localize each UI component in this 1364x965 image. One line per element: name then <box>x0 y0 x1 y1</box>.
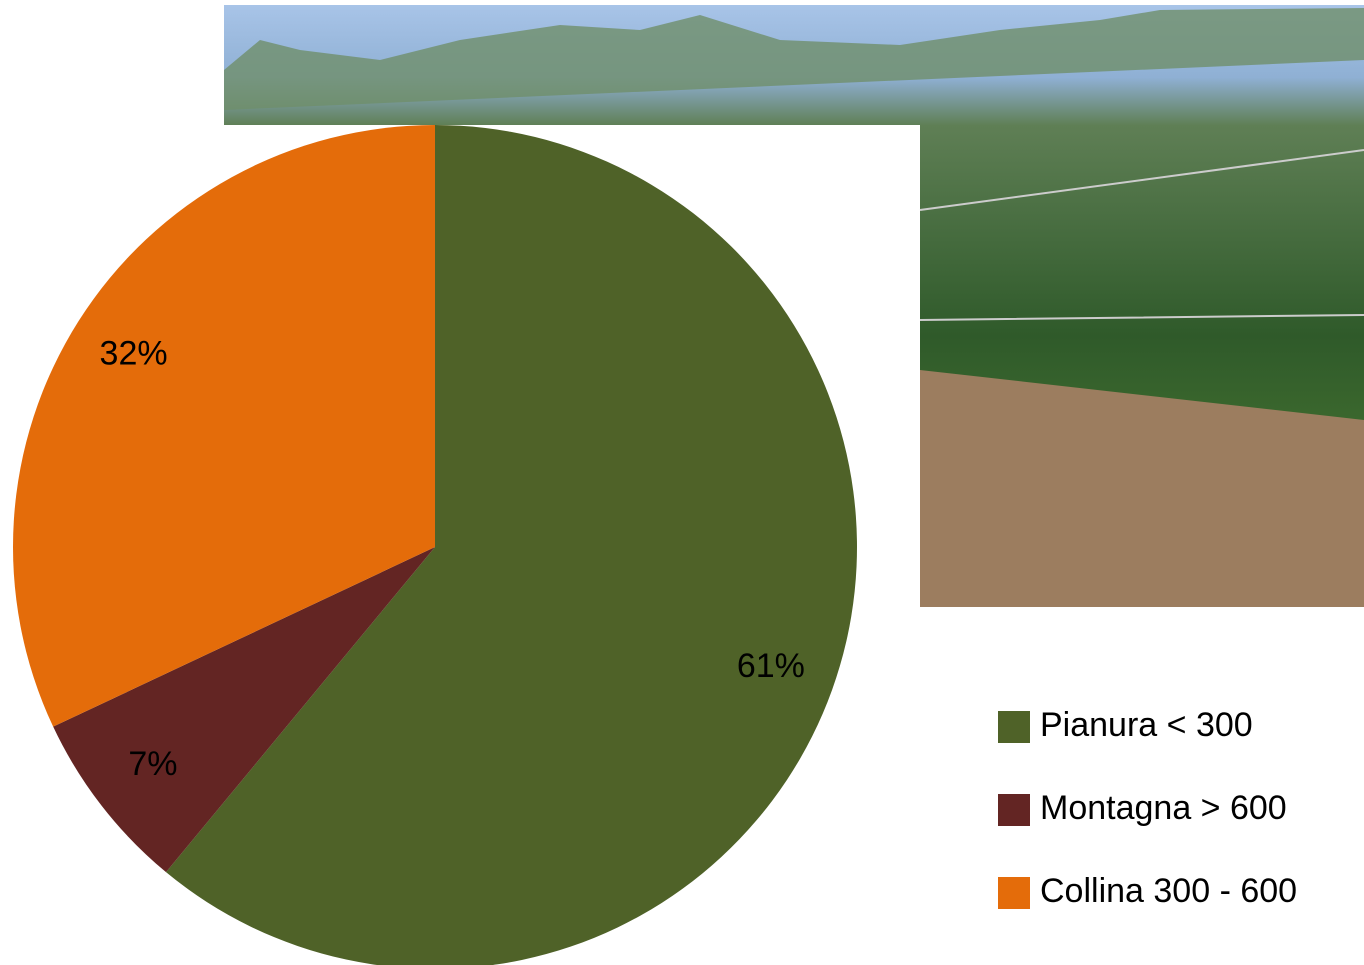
pie-slice <box>12 125 436 727</box>
vineyard <box>920 370 1364 607</box>
wires <box>919 149 1364 321</box>
data-label: 7% <box>128 745 177 783</box>
legend-swatch <box>998 877 1030 909</box>
pie-slice <box>166 125 857 965</box>
legend-label: Collina 300 - 600 <box>1040 872 1297 910</box>
data-label: 32% <box>100 335 168 373</box>
legend-swatch <box>998 794 1030 826</box>
pie-slice <box>53 547 435 873</box>
data-label: 61% <box>737 647 805 685</box>
mountain-ridge <box>224 8 1364 110</box>
legend: Pianura < 300 Montagna > 600 Collina 300 -… <box>998 706 1297 910</box>
legend-swatch <box>998 711 1030 743</box>
background-photo <box>224 5 1364 607</box>
pie: 61% 7% 32% <box>12 125 857 965</box>
legend-label: Pianura < 300 <box>1040 706 1253 744</box>
legend-label: Montagna > 600 <box>1040 789 1287 827</box>
